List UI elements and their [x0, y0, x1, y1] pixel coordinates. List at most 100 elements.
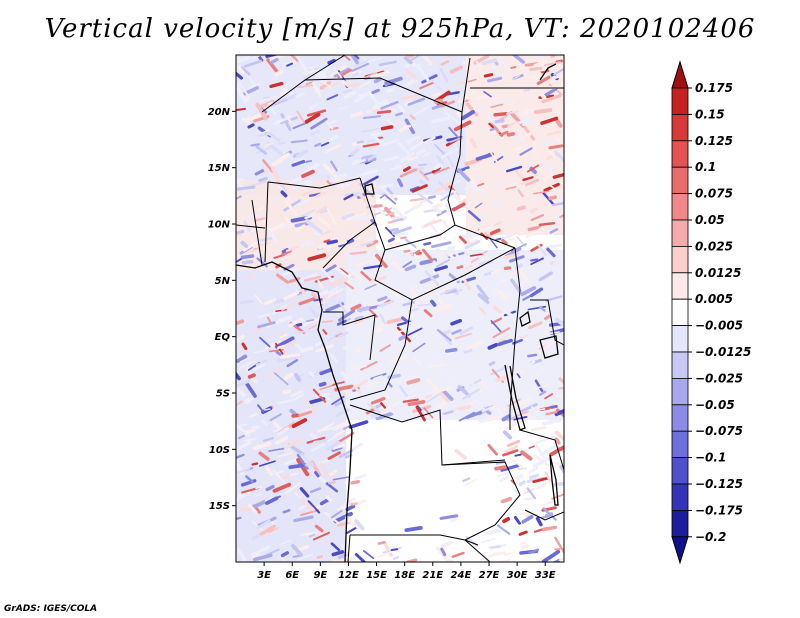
- velocity-streak: [287, 472, 299, 477]
- velocity-streak: [539, 390, 547, 396]
- velocity-streak: [408, 307, 419, 312]
- velocity-streak: [310, 129, 321, 136]
- velocity-streak: [236, 319, 245, 326]
- velocity-streak: [319, 79, 332, 89]
- velocity-streak: [413, 63, 422, 68]
- velocity-streak: [539, 444, 558, 456]
- velocity-streak: [244, 400, 252, 404]
- velocity-streak: [240, 254, 255, 260]
- velocity-streak: [236, 400, 243, 407]
- border-west-africa-2: [251, 199, 263, 266]
- velocity-streak: [430, 116, 450, 124]
- velocity-streak: [386, 241, 401, 248]
- velocity-streak: [547, 138, 560, 142]
- velocity-streak: [360, 241, 374, 247]
- velocity-streak: [549, 445, 564, 457]
- velocity-streak: [544, 295, 563, 302]
- velocity-streak: [531, 370, 544, 379]
- colorbar-label: −0.125: [695, 477, 743, 491]
- velocity-streak: [430, 224, 438, 233]
- velocity-streak: [357, 93, 365, 97]
- border-west-africa-1: [236, 224, 266, 229]
- velocity-streak: [275, 436, 289, 445]
- velocity-streak: [257, 313, 271, 319]
- border-botswana: [464, 539, 491, 562]
- velocity-streak: [241, 259, 254, 265]
- velocity-streak: [276, 273, 290, 284]
- velocity-streak: [363, 264, 383, 270]
- velocity-streak: [396, 253, 414, 260]
- velocity-streak: [380, 125, 394, 131]
- velocity-streak: [492, 200, 500, 206]
- velocity-streak: [283, 199, 301, 212]
- velocity-streak: [307, 500, 321, 514]
- velocity-streak: [490, 319, 503, 334]
- velocity-streak: [258, 176, 268, 183]
- velocity-streak: [324, 144, 341, 154]
- velocity-streak: [406, 140, 411, 145]
- velocity-streak: [284, 216, 294, 228]
- velocity-streak: [275, 315, 293, 325]
- velocity-streak: [236, 233, 242, 238]
- velocity-streak: [549, 321, 564, 327]
- velocity-streak: [407, 79, 415, 86]
- border-nigeria-cameroon: [322, 177, 376, 269]
- velocity-streak: [334, 430, 345, 437]
- velocity-streak: [509, 267, 526, 276]
- velocity-streak: [397, 141, 413, 158]
- velocity-streak: [409, 186, 420, 192]
- velocity-streak: [353, 348, 362, 353]
- velocity-streak: [419, 274, 440, 285]
- velocity-streak: [313, 298, 323, 302]
- velocity-streak: [511, 74, 520, 81]
- border-angola-namibia: [350, 534, 479, 546]
- velocity-streak: [268, 447, 286, 452]
- velocity-streak: [343, 193, 354, 201]
- velocity-streak: [483, 90, 492, 98]
- velocity-streak: [382, 101, 398, 114]
- velocity-streak: [308, 306, 319, 318]
- velocity-streak: [417, 163, 427, 167]
- velocity-streak: [534, 379, 544, 393]
- velocity-streak: [236, 56, 250, 64]
- velocity-streak: [447, 245, 456, 251]
- velocity-streak: [236, 354, 248, 363]
- lon-tick-label: 27E: [479, 570, 500, 581]
- velocity-streak: [525, 178, 540, 187]
- velocity-streak: [552, 189, 564, 194]
- velocity-streak: [464, 478, 477, 487]
- velocity-streak: [402, 124, 412, 129]
- velocity-streak: [351, 141, 362, 147]
- velocity-streak: [307, 253, 327, 262]
- colorbar-label: 0.05: [695, 213, 725, 227]
- velocity-streak: [264, 142, 274, 147]
- velocity-streak: [315, 191, 326, 199]
- velocity-streak: [406, 385, 419, 395]
- velocity-streak: [487, 546, 493, 551]
- velocity-streak: [275, 350, 282, 356]
- velocity-streak: [304, 214, 316, 220]
- velocity-streak: [508, 237, 515, 241]
- velocity-streak: [478, 416, 486, 423]
- velocity-streak: [554, 408, 564, 417]
- velocity-streak: [490, 98, 506, 109]
- velocity-streak: [502, 430, 513, 440]
- velocity-streak: [541, 87, 558, 99]
- velocity-streak: [247, 373, 256, 379]
- velocity-streak: [515, 279, 531, 288]
- velocity-streak: [367, 154, 377, 161]
- velocity-streak: [253, 217, 266, 222]
- velocity-streak: [518, 114, 533, 125]
- velocity-streak: [425, 394, 433, 399]
- velocity-streak: [529, 207, 538, 214]
- lon-tick-label: 6E: [285, 570, 299, 581]
- velocity-streak: [261, 420, 268, 426]
- velocity-streak: [307, 66, 316, 70]
- lon-tick-label: 18E: [394, 570, 415, 581]
- velocity-streak: [243, 397, 254, 403]
- velocity-streak: [509, 181, 518, 187]
- velocity-streak: [518, 530, 528, 536]
- velocity-streak: [336, 521, 351, 527]
- velocity-streak: [255, 359, 268, 367]
- velocity-streak: [554, 548, 561, 551]
